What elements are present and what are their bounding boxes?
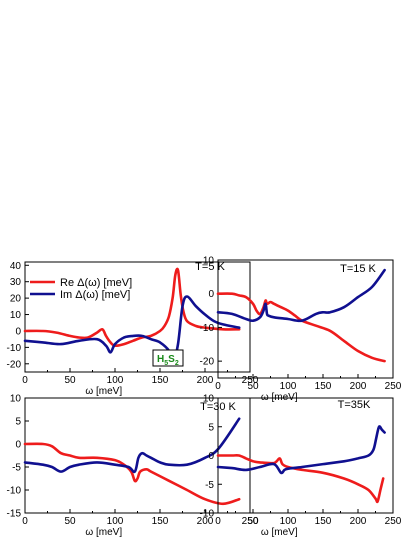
x-tick-label: 50 [247,381,259,392]
y-tick-label: -10 [7,486,22,497]
plot-frame [24,397,251,514]
series-line-im [216,425,386,475]
formula-box [152,349,184,367]
y-tick-label: -10 [200,509,215,520]
series-line-im [216,268,386,323]
series-line-re [23,442,241,506]
y-tick-label: -20 [200,357,215,368]
y-tick-label: 30 [10,277,22,288]
x-tick-label: 100 [107,375,124,386]
y-tick-label: -10 [7,343,22,354]
x-tick-label: 100 [280,381,297,392]
x-tick-label: 50 [64,375,76,386]
plot-frame [24,261,251,373]
legend-label: Re Δ(ω) [meV] [60,277,132,289]
legend: Re Δ(ω) [meV]Im Δ(ω) [meV] [30,277,132,301]
x-tick-label: 50 [247,516,259,527]
series-line-im [23,295,241,362]
formula-label: H5S2 [152,349,184,367]
y-tick-label: -15 [7,509,22,520]
panel-title: T=35K [338,399,371,411]
formula-text: H5S2 [157,354,179,367]
y-tick-label: 10 [10,394,22,405]
x-tick-label: 250 [242,516,259,527]
x-tick-label: 150 [315,516,332,527]
x-tick-label: 0 [215,381,221,392]
y-tick-label: 0 [208,451,214,462]
y-tick-label: 0 [15,326,21,337]
panel-title: T=15 K [340,263,376,275]
y-tick-label: 10 [10,310,22,321]
y-tick-label: 40 [10,261,22,272]
series-line-re [216,292,386,363]
x-tick-label: 0 [22,375,28,386]
x-tick-label: 50 [64,516,76,527]
series-line-im [23,417,241,474]
x-axis-label: ω [meV] [85,527,122,537]
legend-label: Im Δ(ω) [meV] [60,289,130,301]
panel-4: 0 50 100 150 200 250 -10 -5 0 5 10 ω [meV] T=35K [200,394,402,537]
y-tick-label: 10 [203,256,215,267]
series-line-re [216,453,385,504]
x-axis-label: ω [meV] [85,386,122,397]
y-tick-label: -5 [12,463,21,474]
y-tick-label: 5 [15,417,21,428]
x-axis-label: ω [meV] [261,527,298,537]
y-tick-label: 20 [10,294,22,305]
y-tick-label: 5 [208,422,214,433]
y-tick-label: -20 [7,359,22,370]
x-tick-label: 250 [385,516,402,527]
x-tick-label: 200 [197,375,214,386]
x-tick-label: 250 [242,375,259,386]
y-tick-label: 0 [208,289,214,300]
y-tick-label: 0 [15,440,21,451]
x-tick-label: 250 [385,381,402,392]
x-tick-label: 0 [22,516,28,527]
x-tick-label: 200 [350,381,367,392]
y-tick-label: 10 [203,394,215,405]
x-tick-label: 150 [152,375,169,386]
x-tick-label: 100 [107,516,124,527]
y-tick-label: -5 [205,480,214,491]
x-tick-label: 200 [197,516,214,527]
y-tick-label: -10 [200,323,215,334]
x-tick-label: 150 [315,381,332,392]
x-tick-label: 0 [215,516,221,527]
x-tick-label: 150 [152,516,169,527]
x-tick-label: 200 [350,516,367,527]
x-tick-label: 100 [280,516,297,527]
